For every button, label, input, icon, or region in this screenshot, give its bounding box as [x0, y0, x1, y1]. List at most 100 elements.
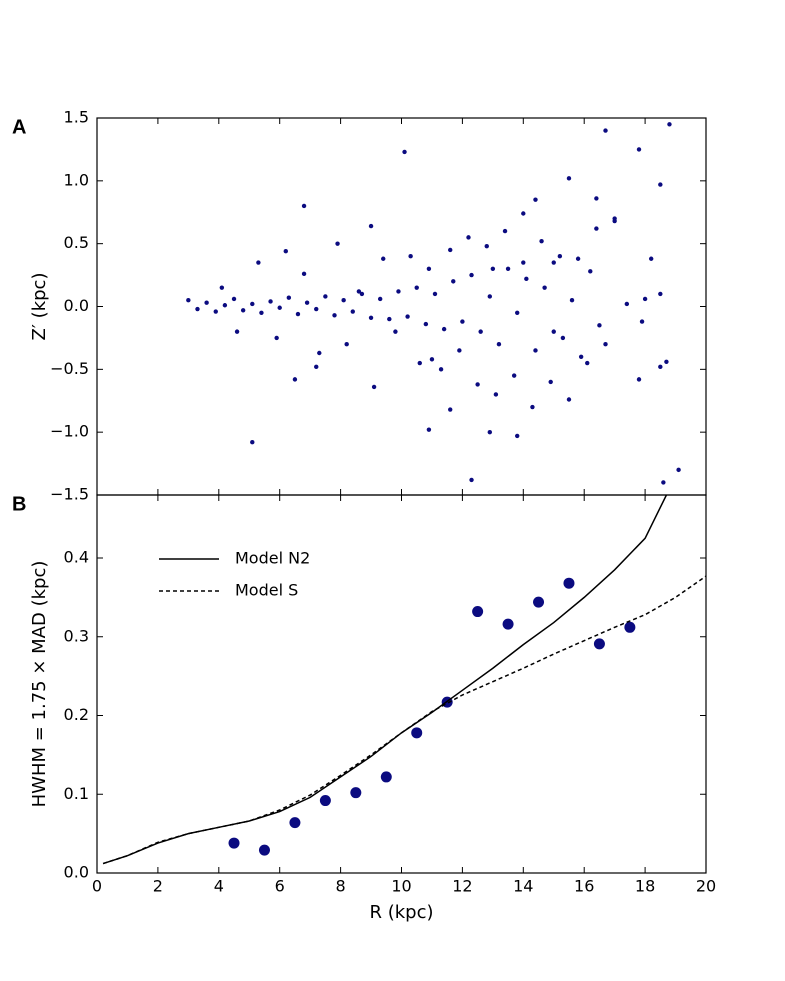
plot-area	[102, 495, 706, 865]
y-tick-label: −0.5	[50, 359, 89, 378]
data-point	[240, 308, 246, 313]
data-point	[408, 254, 413, 259]
data-point	[612, 218, 617, 224]
data-point	[368, 223, 374, 229]
legend-label: Model N2	[235, 549, 310, 568]
data-point	[451, 279, 456, 284]
data-point	[429, 357, 435, 362]
data-point	[551, 260, 556, 265]
model-line	[102, 575, 706, 865]
data-point	[448, 247, 453, 253]
data-point	[213, 309, 218, 314]
data-point	[642, 296, 648, 302]
data-point	[350, 309, 355, 314]
panel-label: A	[12, 116, 26, 138]
data-point	[457, 348, 462, 353]
data-point	[423, 321, 429, 327]
x-tick-label: 16	[574, 877, 594, 896]
data-point	[319, 795, 331, 807]
data-point	[493, 392, 499, 397]
axes-frame	[96, 117, 707, 496]
data-point	[594, 196, 599, 201]
y-axis-label: Z′ (kpc)	[29, 273, 50, 341]
x-tick-label: 2	[153, 877, 163, 896]
data-point	[636, 147, 642, 152]
data-point	[234, 329, 240, 334]
data-point	[603, 342, 608, 347]
data-point	[195, 306, 200, 312]
data-point	[350, 787, 362, 799]
data-point	[219, 285, 225, 290]
data-point	[667, 122, 672, 127]
data-point	[371, 384, 377, 390]
data-point	[569, 298, 575, 303]
data-point	[356, 289, 362, 294]
data-point	[292, 377, 298, 382]
data-point	[594, 226, 599, 231]
data-point	[658, 291, 663, 297]
data-point	[368, 315, 374, 321]
data-point	[588, 269, 593, 274]
x-axis-label: R (kpc)	[369, 902, 433, 923]
data-point	[405, 314, 410, 319]
data-point	[524, 276, 529, 282]
data-point	[228, 837, 240, 849]
data-point	[533, 197, 538, 202]
data-point	[301, 271, 307, 277]
data-point	[231, 296, 237, 302]
data-point	[277, 305, 282, 310]
data-point	[256, 260, 261, 265]
x-tick-label: 0	[92, 877, 102, 896]
x-tick-label: 14	[513, 877, 533, 896]
axes-frame	[96, 494, 707, 874]
data-point	[505, 266, 511, 271]
y-tick-label: 1.5	[64, 108, 89, 127]
data-point	[317, 350, 322, 356]
y-tick-label: 1.0	[64, 170, 89, 189]
data-point	[639, 319, 645, 324]
plot-area	[186, 122, 681, 485]
data-point	[484, 243, 489, 249]
y-tick-label: −1.0	[50, 422, 89, 441]
x-tick-label: 20	[696, 877, 716, 896]
data-point	[314, 364, 319, 370]
data-point	[661, 480, 666, 485]
data-point	[521, 260, 526, 265]
model-line	[102, 495, 668, 865]
data-point	[603, 128, 608, 133]
data-point	[335, 241, 340, 246]
data-point	[332, 313, 337, 318]
data-point	[539, 238, 544, 244]
data-point	[658, 182, 663, 187]
data-point	[204, 300, 209, 305]
data-point	[274, 335, 279, 341]
data-point	[515, 310, 520, 315]
data-point	[575, 256, 581, 261]
data-point	[502, 618, 514, 630]
data-point	[402, 149, 407, 155]
x-tick-label: 8	[336, 877, 346, 896]
data-point	[478, 329, 483, 334]
data-point	[222, 303, 228, 308]
legend-label: Model S	[235, 581, 298, 600]
data-point	[548, 379, 553, 385]
data-point	[593, 638, 605, 650]
y-tick-label: 0.4	[64, 548, 89, 567]
data-point	[475, 382, 480, 387]
data-point	[487, 429, 493, 435]
data-point	[563, 577, 575, 589]
data-point	[438, 367, 444, 372]
data-point	[542, 285, 547, 290]
data-point	[426, 266, 432, 271]
data-point	[381, 256, 386, 261]
data-point	[393, 329, 398, 334]
panel-label: B	[12, 493, 26, 515]
data-point	[304, 300, 310, 305]
x-tick-label: 12	[452, 877, 472, 896]
data-point	[624, 301, 630, 307]
x-tick-label: 10	[391, 877, 411, 896]
x-tick-label: 4	[214, 877, 224, 896]
y-tick-label: 0.3	[64, 626, 89, 645]
data-point	[585, 360, 590, 366]
